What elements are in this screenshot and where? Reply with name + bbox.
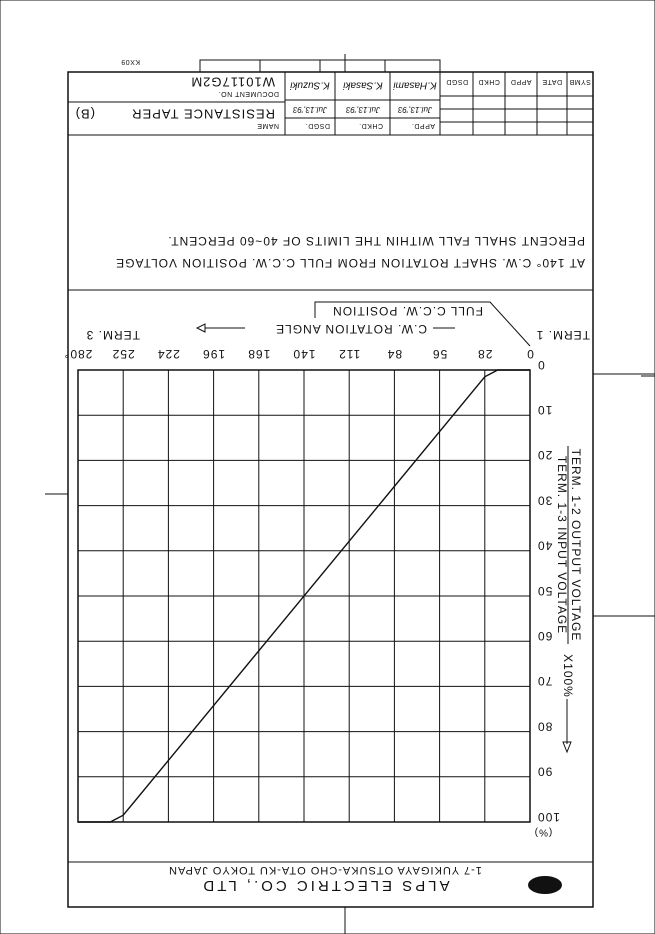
y-tick-label: 30 [537,493,552,507]
y-tick-label: 80 [537,719,552,733]
document-label: DOCUMENT NO. [218,90,279,97]
x-tick-label: 168 [247,347,270,361]
company-address: 1-7 YUKIGAYA OTSUKA-CHO OTA-KU TOKYO JAP… [168,864,482,876]
approval-date: Jul.13,'93 [397,105,433,114]
note-line: PERCENT SHALL FALL WITHIN THE LIMITS OF … [167,234,585,248]
y-tick-label: 20 [537,448,552,462]
annotation: FULL C.C.W. POSITION [332,304,483,318]
x-tick-label: 56 [432,347,447,361]
y-unit-label: (%) [534,826,553,837]
term-right: TERM. 3 [86,328,140,342]
x-tick-label: 112 [338,347,360,361]
approval-role: APPD. [411,122,435,129]
name-label: NAME [257,122,279,129]
rotated-sheet: ALPS ELECTRIC CO., LTD 1-7 YUKIGAYA OTSU… [45,54,655,934]
x-tick-label: 252 [112,347,135,361]
y-tick-label: 60 [537,629,552,643]
term-left: TERM. 1 [536,328,590,342]
y-tick-label: 70 [537,674,552,688]
y-tick-label: 100 [537,810,560,824]
approval-role: CHKD. [359,122,383,129]
approval-name: K.Suzuki [289,79,329,90]
x-axis-label: C.W. ROTATION ANGLE [275,322,427,336]
grade: (B) [75,107,95,122]
y-label-numerator: TERM. 1-2 OUTPUT VOLTAGE [569,449,583,642]
annotation-leader [314,301,531,347]
company-name: ALPS ELECTRIC CO., LTD [200,877,449,894]
revision-header: SYMB [569,78,591,85]
approval-date: Jul.13,'93 [292,105,328,114]
x-tick-label: 28 [477,347,492,361]
approval-name: K.Hasami [393,79,437,90]
y-label-denominator: TERM. 1-3 INPUT VOLTAGE [555,456,569,634]
y-unit: X100% [561,654,575,698]
x-tick-label: 0 [526,347,534,361]
y-tick-label: 0 [537,358,545,372]
approval-name: K.Sasaki [342,79,382,90]
y-tick-label: 10 [537,403,552,417]
revision-header: DSGD [446,78,468,85]
note-line: AT 140° C.W. SHAFT ROTATION FROM FULL C.… [115,256,585,270]
frame [67,71,594,908]
approval-date: Jul.13,'93 [345,105,381,114]
revision-header: CHKD [478,78,500,85]
x-tick-label: 196 [202,347,225,361]
revision-header: APPD [510,78,531,85]
y-tick-label: 50 [537,584,552,598]
document-no: W10117G2M [190,75,275,90]
x-tick-label: 84 [387,347,402,361]
x-tick-label: 140 [292,347,315,361]
sheet-code: KX09 [121,58,140,65]
logo [528,876,562,894]
y-tick-label: 40 [537,539,552,553]
plot-border [77,369,531,823]
y-tick-label: 90 [537,765,552,779]
x-tick-label: 224 [157,347,180,361]
arrow-head [195,323,206,333]
curve [78,369,530,823]
part-name: RESISTANCE TAPER [131,107,275,122]
x-tick-label: 280° [64,347,93,361]
revision-header: DATE [542,78,562,85]
approval-role: DSGD. [305,122,330,129]
arrow-head [562,741,572,754]
